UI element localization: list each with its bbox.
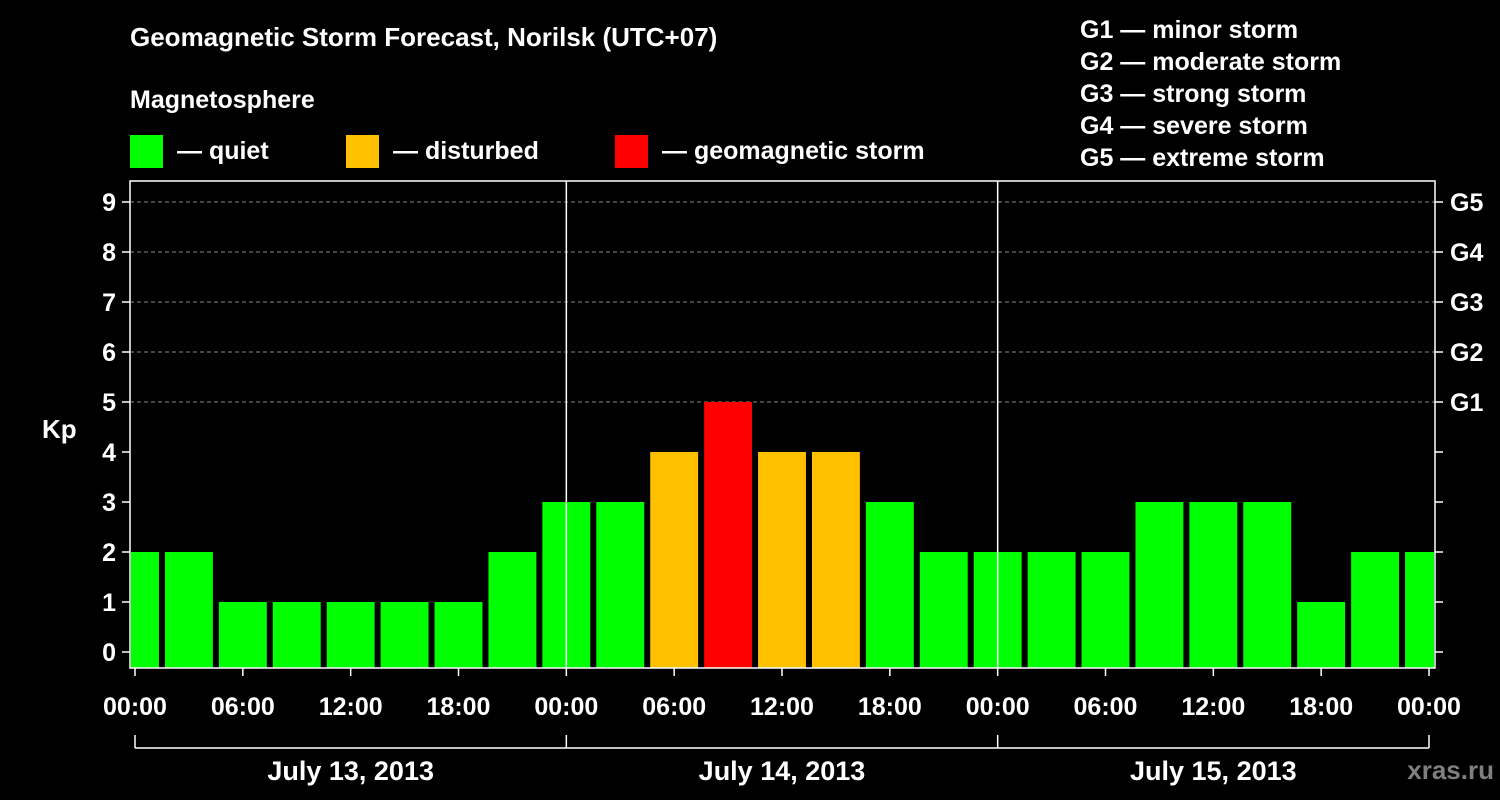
x-tick-label: 00:00 [1397, 693, 1461, 721]
y-tick-label: 4 [102, 439, 116, 467]
legend-quiet-label: — quiet [177, 136, 269, 165]
y-tick-label: 9 [102, 189, 116, 217]
kp-bar [758, 452, 806, 668]
storm-level-g2: G2 — moderate storm [1080, 48, 1342, 76]
storm-swatch [615, 134, 648, 168]
x-tick-label: 12:00 [1181, 693, 1245, 721]
g-level-label: G2 [1450, 339, 1483, 367]
x-tick-label: 00:00 [534, 693, 598, 721]
g-level-label: G4 [1450, 239, 1483, 267]
x-tick-label: 18:00 [427, 693, 491, 721]
bars-group [131, 402, 1434, 668]
storm-level-g4: G4 — severe storm [1080, 112, 1308, 140]
kp-bar [650, 452, 699, 668]
kp-bar [1027, 552, 1076, 668]
day-label: July 15, 2013 [1130, 756, 1297, 786]
kp-bar [326, 602, 375, 668]
kp-bar [1135, 502, 1184, 668]
chart-title: Geomagnetic Storm Forecast, Norilsk (UTC… [130, 22, 718, 52]
legend-disturbed: — disturbed [346, 134, 539, 168]
kp-bar [380, 602, 429, 668]
x-tick-label: 18:00 [1289, 693, 1353, 721]
kp-bar [704, 402, 753, 668]
x-tick-label: 12:00 [750, 693, 814, 721]
y-tick-label: 1 [102, 589, 116, 617]
y-tick-label: 3 [102, 489, 116, 517]
kp-bar [1189, 502, 1238, 668]
storm-level-g1: G1 — minor storm [1080, 16, 1299, 44]
g-level-label: G1 [1450, 389, 1483, 417]
x-tick-label: 06:00 [642, 693, 706, 721]
x-tick-label: 00:00 [103, 693, 167, 721]
kp-bar [1351, 552, 1400, 668]
g-level-label: G3 [1450, 289, 1483, 317]
y-tick-label: 7 [102, 289, 116, 317]
kp-bar [1405, 552, 1434, 668]
storm-level-g3: G3 — strong storm [1080, 80, 1307, 108]
x-tick-label: 06:00 [1074, 693, 1138, 721]
watermark: xras.ru [1407, 755, 1494, 785]
kp-bar [1081, 552, 1130, 668]
legend-disturbed-label: — disturbed [393, 136, 539, 165]
y-tick-label: 2 [102, 539, 116, 567]
storm-level-g5: G5 — extreme storm [1080, 144, 1325, 172]
disturbed-swatch [346, 134, 379, 168]
x-tick-label: 00:00 [966, 693, 1030, 721]
x-tick-label: 12:00 [319, 693, 383, 721]
legend-quiet: — quiet [130, 134, 269, 168]
kp-bar [164, 552, 213, 668]
legend-storm: — geomagnetic storm [615, 134, 925, 168]
y-tick-label: 8 [102, 239, 116, 267]
day-label: July 14, 2013 [699, 756, 866, 786]
x-tick-label: 18:00 [858, 693, 922, 721]
kp-bar [865, 502, 914, 668]
kp-bar [218, 602, 267, 668]
kp-bar [1243, 502, 1292, 668]
magnetosphere-label: Magnetosphere [130, 86, 315, 114]
kp-bar [131, 552, 159, 668]
kp-bar [1297, 602, 1346, 668]
legend-storm-label: — geomagnetic storm [662, 136, 925, 165]
quiet-swatch [130, 134, 163, 168]
kp-bar [811, 452, 860, 668]
kp-bar [434, 602, 483, 668]
g-level-label: G5 [1450, 189, 1483, 217]
y-tick-label: 5 [102, 389, 116, 417]
kp-bar [596, 502, 645, 668]
storm-level-legend: G1 — minor storm G2 — moderate storm G3 … [1080, 14, 1341, 174]
kp-bar [272, 602, 321, 668]
kp-bar [488, 552, 537, 668]
kp-bar [919, 552, 968, 668]
day-label: July 13, 2013 [267, 756, 434, 786]
x-tick-label: 06:00 [211, 693, 275, 721]
y-axis-label: Kp [42, 414, 77, 444]
y-tick-label: 6 [102, 339, 116, 367]
y-tick-label: 0 [102, 639, 116, 667]
